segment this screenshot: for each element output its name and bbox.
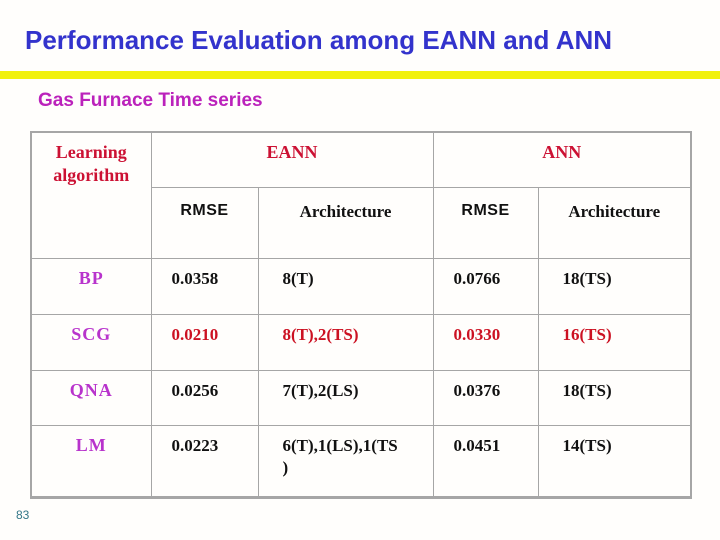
cell-ann-rmse: 0.0376: [432, 369, 539, 426]
slide-title: Performance Evaluation among EANN and AN…: [25, 25, 613, 55]
cell-ann-architecture: 18(TS): [537, 369, 692, 426]
cell-ann-architecture: 16(TS): [537, 313, 692, 371]
cell-algorithm: BP: [30, 257, 152, 315]
page-number: 83: [16, 508, 30, 522]
cell-eann-architecture: 6(T),1(LS),1(TS ): [257, 424, 434, 498]
table-row: LM 0.0223 6(T),1(LS),1(TS ) 0.0451 14(TS): [30, 424, 692, 498]
cell-ann-rmse: 0.0451: [432, 424, 539, 498]
table-header-group-row: Learning algorithm EANN ANN: [30, 131, 692, 259]
cell-eann-rmse: 0.0210: [150, 313, 259, 371]
title-underline-bar: [0, 71, 720, 79]
group-header-ann: ANN: [432, 131, 692, 188]
cell-algorithm: QNA: [30, 369, 152, 426]
cell-ann-rmse: 0.0330: [432, 313, 539, 371]
cell-eann-architecture: 8(T),2(TS): [257, 313, 434, 371]
cell-ann-rmse: 0.0766: [432, 257, 539, 315]
cell-eann-architecture: 7(T),2(LS): [257, 369, 434, 426]
cell-algorithm: SCG: [30, 313, 152, 371]
cell-algorithm: LM: [30, 424, 152, 498]
subheader-ann-rmse: RMSE: [432, 186, 539, 259]
cell-ann-architecture: 18(TS): [537, 257, 692, 315]
slide-subtitle: Gas Furnace Time series: [38, 90, 263, 111]
subheader-eann-architecture: Architecture: [257, 186, 434, 259]
cell-eann-architecture: 8(T): [257, 257, 434, 315]
table-row: SCG 0.0210 8(T),2(TS) 0.0330 16(TS): [30, 313, 692, 371]
group-header-eann: EANN: [150, 131, 434, 188]
results-table: Learning algorithm EANN ANN RMSE Archite…: [30, 131, 693, 499]
corner-header-learning-algorithm: Learning algorithm: [30, 131, 152, 259]
subheader-eann-rmse: RMSE: [150, 186, 259, 259]
table-row: QNA 0.0256 7(T),2(LS) 0.0376 18(TS): [30, 369, 692, 426]
cell-eann-rmse: 0.0256: [150, 369, 259, 426]
subheader-ann-architecture: Architecture: [537, 186, 692, 259]
table-header-metric-row: RMSE Architecture RMSE Architecture: [31, 186, 692, 259]
cell-eann-rmse: 0.0223: [150, 424, 259, 498]
table-row: BP 0.0358 8(T) 0.0766 18(TS): [30, 257, 692, 315]
cell-eann-rmse: 0.0358: [150, 257, 259, 315]
cell-ann-architecture: 14(TS): [537, 424, 692, 498]
